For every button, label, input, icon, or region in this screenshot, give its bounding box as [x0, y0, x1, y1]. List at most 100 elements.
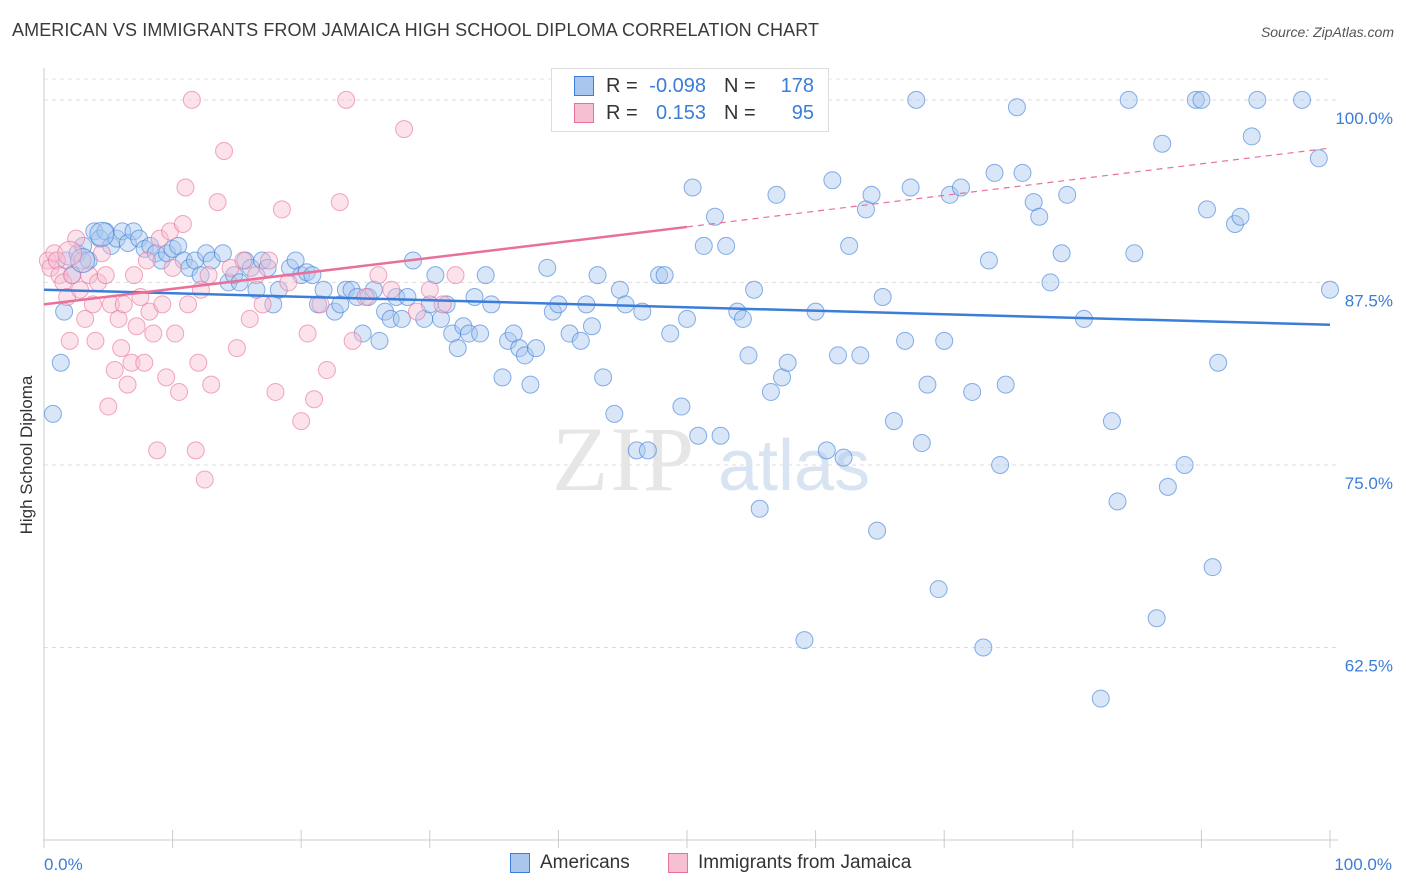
american-point	[840, 236, 859, 255]
jamaica-point	[47, 251, 66, 270]
jamaica-point	[311, 295, 330, 314]
american-point	[901, 178, 920, 197]
american-point	[1203, 558, 1222, 577]
jamaica-point	[57, 240, 83, 266]
jamaica-point	[208, 193, 227, 212]
grid-lines	[44, 78, 1338, 648]
american-point	[107, 229, 126, 248]
american-point	[70, 248, 96, 274]
jamaica-point	[118, 375, 137, 394]
american-point	[465, 288, 484, 307]
american-point	[538, 258, 557, 277]
jamaica-point	[266, 382, 285, 401]
american-point	[594, 368, 613, 387]
jamaica-point	[148, 441, 167, 460]
legend-swatch-americans	[510, 853, 530, 873]
y-axis-label: High School Diploma	[17, 375, 36, 534]
american-point	[1158, 477, 1177, 496]
watermark-atlas: atlas	[718, 426, 870, 506]
jamaica-point	[343, 331, 362, 350]
american-point	[650, 266, 669, 285]
american-point	[314, 280, 333, 299]
american-point	[588, 266, 607, 285]
american-point	[834, 448, 853, 467]
jamaica-point	[356, 288, 375, 307]
jamaica-point	[247, 266, 266, 285]
legend-row-jamaica: R = 0.153 N = 95	[552, 100, 814, 126]
american-point	[951, 178, 970, 197]
american-point	[694, 236, 713, 255]
american-point	[761, 382, 780, 401]
american-point	[711, 426, 730, 445]
jamaica-point	[272, 200, 291, 219]
jamaica-point	[170, 382, 189, 401]
american-point	[124, 222, 143, 241]
american-point	[135, 239, 154, 258]
american-point	[454, 317, 473, 336]
american-point	[1102, 412, 1121, 431]
american-point	[1242, 127, 1261, 146]
american-point	[795, 631, 814, 650]
american-point	[370, 331, 389, 350]
y-tick-label: 100.0%	[1335, 109, 1393, 128]
jamaica-point	[298, 324, 317, 343]
american-point	[1030, 207, 1049, 226]
american-point	[979, 251, 998, 270]
american-point	[1125, 244, 1144, 263]
american-point	[376, 302, 395, 321]
legend-row-americans: R = -0.098 N = 178	[552, 73, 814, 99]
legend-n-value: 95	[791, 101, 814, 124]
american-point	[717, 236, 736, 255]
american-point	[269, 280, 288, 299]
american-point	[448, 339, 467, 358]
american-point	[499, 331, 518, 350]
jamaica-trend-line	[43, 225, 688, 306]
jamaica-point	[137, 251, 156, 270]
american-point	[1147, 609, 1166, 628]
american-point	[851, 346, 870, 365]
american-point	[1041, 273, 1060, 292]
jamaica-point	[60, 331, 79, 350]
american-point	[963, 382, 982, 401]
american-point	[974, 638, 993, 657]
american-point	[202, 251, 221, 270]
jamaica-point	[420, 280, 439, 299]
american-point	[1013, 163, 1032, 182]
jamaica-point	[92, 244, 111, 263]
american-point	[705, 207, 724, 226]
american-point	[163, 239, 182, 258]
jamaica-point	[99, 397, 118, 416]
american-point	[868, 521, 887, 540]
axes: 62.5% 75.0% 87.5% 100.0%	[43, 68, 1393, 848]
american-point	[471, 324, 490, 343]
legend-item-americans[interactable]: Americans	[510, 852, 630, 874]
jamaica-point	[109, 309, 128, 328]
american-point	[43, 404, 62, 423]
american-point	[1192, 90, 1211, 109]
y-tick-label: 75.0%	[1345, 474, 1393, 493]
jamaica-point	[144, 324, 163, 343]
legend-n-value: 178	[780, 74, 814, 97]
legend-r-label: R =	[606, 74, 638, 97]
jamaica-trend-line-extension	[686, 147, 1331, 228]
jamaica-point	[182, 90, 201, 109]
jamaica-point	[176, 178, 195, 197]
legend-swatch-jamaica	[668, 853, 688, 873]
jamaica-point	[305, 390, 324, 409]
legend-r-value: 0.153	[655, 101, 706, 124]
jamaica-point	[150, 229, 169, 248]
american-point	[392, 309, 411, 328]
american-point	[89, 221, 115, 247]
jamaica-point	[227, 339, 246, 358]
jamaica-point	[127, 317, 146, 336]
legend-swatch-blue	[574, 76, 594, 96]
jamaica-point	[395, 120, 414, 139]
legend-item-jamaica[interactable]: Immigrants from Jamaica	[668, 852, 911, 874]
american-point	[638, 441, 657, 460]
american-point	[213, 244, 232, 263]
american-point	[689, 426, 708, 445]
american-point	[884, 412, 903, 431]
american-point	[929, 580, 948, 599]
american-point	[817, 441, 836, 460]
